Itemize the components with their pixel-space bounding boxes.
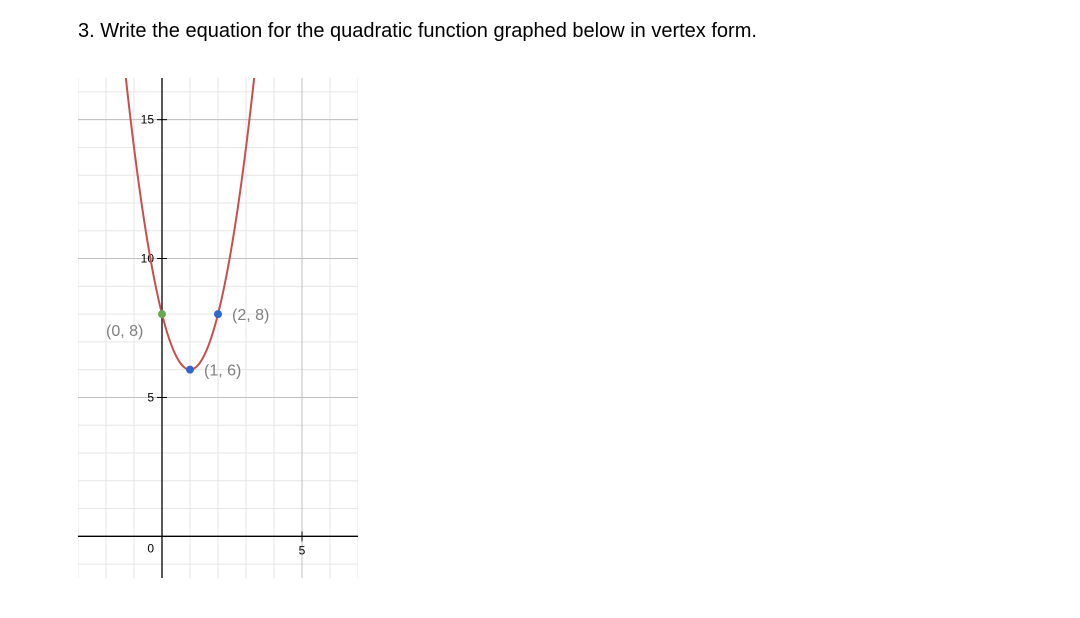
svg-text:(0, 8): (0, 8) xyxy=(106,323,143,340)
question-body: Write the equation for the quadratic fun… xyxy=(100,20,757,42)
question-number: 3. xyxy=(78,20,95,42)
quadratic-chart: 5510150(0, 8)(2, 8)(1, 6) xyxy=(78,78,358,578)
svg-text:0: 0 xyxy=(147,541,154,555)
svg-text:15: 15 xyxy=(141,113,155,127)
svg-text:(1, 6): (1, 6) xyxy=(204,363,241,380)
chart-container: 5510150(0, 8)(2, 8)(1, 6) xyxy=(78,78,358,578)
question-text: 3. Write the equation for the quadratic … xyxy=(78,20,757,43)
page-root: 3. Write the equation for the quadratic … xyxy=(0,0,1080,618)
svg-text:5: 5 xyxy=(299,543,306,557)
svg-text:5: 5 xyxy=(147,390,154,404)
svg-text:(2, 8): (2, 8) xyxy=(232,307,269,324)
